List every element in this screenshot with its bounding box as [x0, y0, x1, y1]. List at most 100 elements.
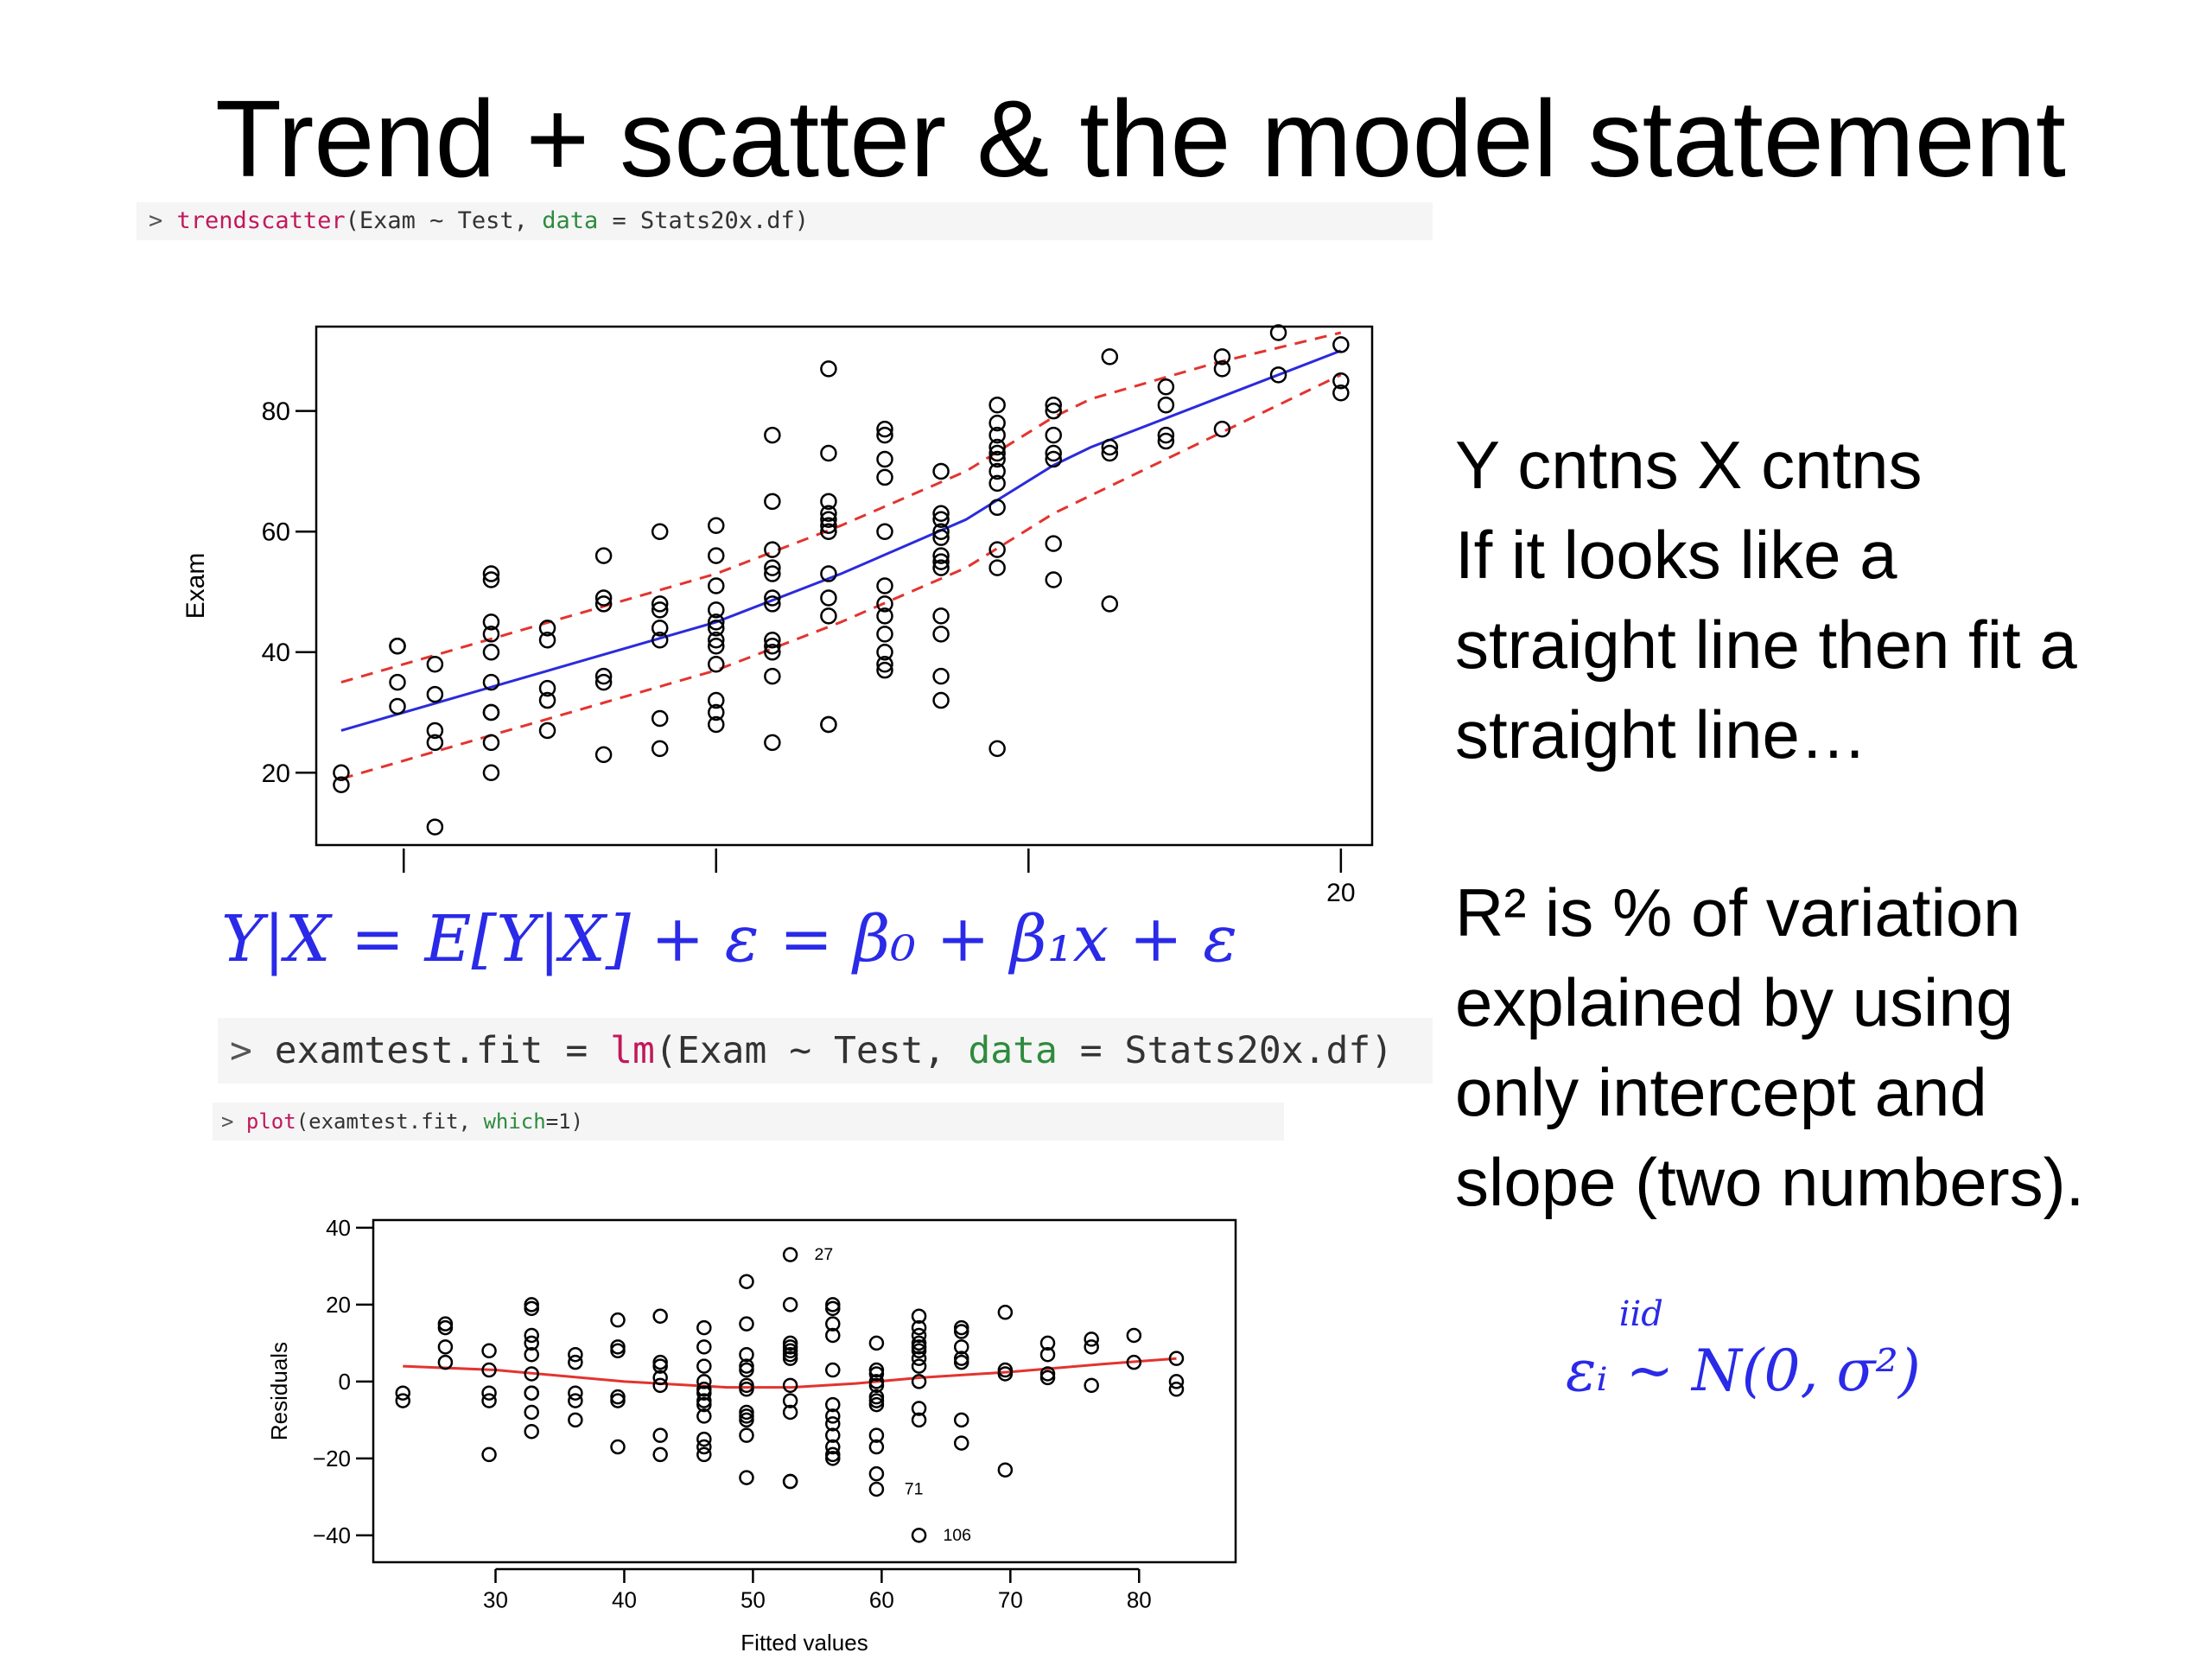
data-point [953, 1354, 969, 1370]
data-point [911, 1412, 927, 1428]
data-point [568, 1385, 583, 1401]
data-point [953, 1435, 969, 1451]
data-point [820, 444, 837, 462]
data-point [437, 1354, 454, 1370]
data-point [782, 1297, 798, 1313]
data-point [953, 1339, 969, 1355]
data-point [997, 1305, 1014, 1320]
data-point [764, 559, 781, 576]
data-point [482, 571, 500, 588]
data-point [708, 655, 725, 673]
data-point [1157, 378, 1175, 396]
data-point [1101, 595, 1119, 613]
data-point [1213, 360, 1231, 378]
data-point [1332, 372, 1350, 390]
data-point [651, 620, 669, 637]
data-point [988, 396, 1006, 414]
data-point [1039, 1346, 1056, 1363]
point-label: 71 [905, 1479, 924, 1498]
data-point [739, 1346, 754, 1363]
data-point [932, 529, 950, 546]
data-point [696, 1446, 712, 1463]
data-point [764, 541, 781, 558]
side-text-line: straight line then fit a [1455, 607, 2077, 683]
data-point [1039, 1335, 1056, 1351]
data-point [594, 595, 613, 613]
x-tick-label: 60 [869, 1587, 894, 1613]
data-point [868, 1427, 885, 1443]
data-point [764, 638, 781, 655]
lowess-line [403, 1357, 1177, 1389]
data-point [708, 547, 725, 564]
data-point [389, 638, 406, 655]
data-point [997, 1366, 1014, 1382]
data-point [708, 577, 725, 594]
data-point [932, 553, 950, 570]
data-point [932, 547, 950, 564]
data-point [932, 559, 950, 576]
code-args: = Stats20x.df) [598, 207, 810, 234]
data-point [708, 715, 725, 734]
data-point [426, 655, 444, 673]
data-point [782, 1351, 798, 1366]
error-distribution: εᵢ ~ iid N(0, σ²) [1566, 1294, 1921, 1404]
data-point [988, 462, 1006, 480]
side-text-line: straight line… [1455, 696, 1867, 772]
data-point [782, 1473, 798, 1490]
data-point [594, 667, 613, 685]
data-point [820, 589, 837, 607]
data-point [1168, 1382, 1185, 1397]
y-tick-label: 80 [262, 397, 290, 426]
data-point [868, 1366, 885, 1382]
data-point [1045, 396, 1062, 414]
data-point [876, 426, 893, 444]
data-point [876, 626, 893, 643]
data-point [482, 734, 500, 752]
data-point [524, 1346, 539, 1363]
data-point [538, 691, 556, 709]
data-point [651, 601, 669, 619]
data-point [932, 462, 950, 480]
data-point [708, 703, 725, 721]
data-point [1084, 1377, 1099, 1394]
trend-scatter-plot: 20 40 60 80 20 Exam [181, 324, 1374, 907]
data-point [1157, 396, 1175, 414]
data-point [911, 1308, 927, 1324]
data-point [696, 1374, 712, 1389]
data-point [696, 1385, 712, 1401]
x-tick-label: 20 [1326, 879, 1355, 907]
data-point [876, 607, 893, 625]
data-point [868, 1335, 885, 1351]
side-text-line: only intercept and [1455, 1054, 1987, 1130]
data-point [610, 1312, 626, 1328]
data-point [932, 667, 950, 685]
data-point [524, 1404, 539, 1421]
data-point [538, 632, 556, 649]
data-point [764, 589, 781, 607]
data-point [594, 547, 613, 564]
y-tick-label: 0 [339, 1369, 351, 1395]
data-point [911, 1319, 927, 1336]
data-point [876, 420, 893, 438]
code-args: (examtest.fit, [296, 1109, 484, 1134]
data-point [426, 818, 444, 836]
data-point [932, 626, 950, 643]
data-point [482, 673, 500, 691]
data-point [1045, 450, 1062, 468]
trend-line [340, 349, 1342, 732]
data-point [1126, 1354, 1142, 1370]
prompt: > [230, 1029, 252, 1072]
data-point [782, 1404, 798, 1421]
data-point [1332, 384, 1350, 402]
function-name: plot [245, 1109, 296, 1134]
data-point [1269, 324, 1287, 341]
data-point [538, 679, 556, 697]
data-point [437, 1339, 454, 1355]
data-point [395, 1385, 411, 1401]
data-point [911, 1343, 927, 1359]
data-point [988, 740, 1006, 758]
assignment: examtest.fit = [274, 1029, 611, 1072]
code-args: (Exam ~ Test, [345, 207, 543, 234]
data-point [911, 1374, 927, 1389]
data-point [820, 565, 837, 582]
